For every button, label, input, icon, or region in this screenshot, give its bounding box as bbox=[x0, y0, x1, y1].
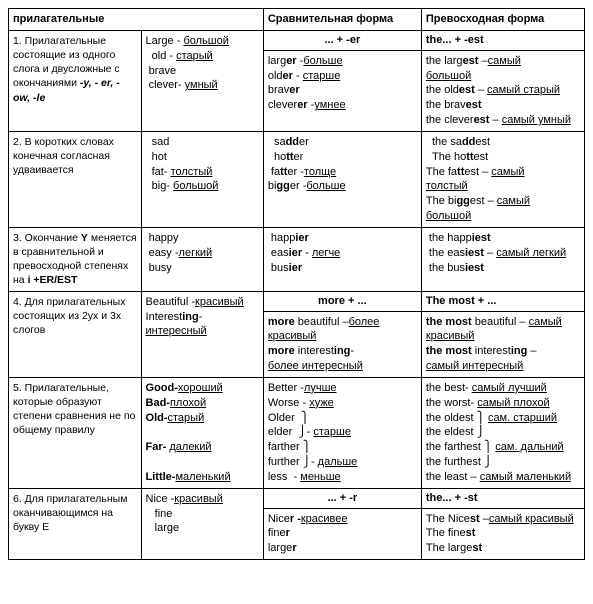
rule-cell: 5. Прилагательные, которые образуют степ… bbox=[9, 377, 142, 488]
table-row: 6. Для прилагательным оканчивающимся на … bbox=[9, 488, 585, 508]
base-cell: Beautiful -красивыйInteresting-интересны… bbox=[141, 291, 263, 377]
table-row: 2. В коротких словах конечная согласная … bbox=[9, 131, 585, 227]
adjectives-table: прилагательные Сравнительная форма Прево… bbox=[8, 8, 585, 560]
header-superlative: Превосходная форма bbox=[421, 9, 584, 31]
sup-cell: the saddest The hottestThe fattest – сам… bbox=[421, 131, 584, 227]
rule-cell: 2. В коротких словах конечная согласная … bbox=[9, 131, 142, 227]
rule-cell: 1. Прилагательные состоящие из одного сл… bbox=[9, 30, 142, 131]
pattern-sup: the... + -est bbox=[421, 30, 584, 50]
base-cell: happy easy -легкий busy bbox=[141, 227, 263, 291]
table-row: 3. Окончание Y меняется в сравнительной … bbox=[9, 227, 585, 291]
comp-cell: more beautiful –болеекрасивыйmore intere… bbox=[263, 311, 421, 377]
base-cell: Nice -красивый fine large bbox=[141, 488, 263, 559]
pattern-comp: ... + -r bbox=[263, 488, 421, 508]
pattern-comp: more + ... bbox=[263, 291, 421, 311]
base-cell: sad hot fat- толстый big- большой bbox=[141, 131, 263, 227]
table-header-row: прилагательные Сравнительная форма Прево… bbox=[9, 9, 585, 31]
header-comparative: Сравнительная форма bbox=[263, 9, 421, 31]
base-cell: Good-хорошийBad-плохойOld-старыйFar- дал… bbox=[141, 377, 263, 488]
header-adjectives: прилагательные bbox=[9, 9, 264, 31]
table-row: 1. Прилагательные состоящие из одного сл… bbox=[9, 30, 585, 50]
sup-cell: the happiest the easiest – самый легкий … bbox=[421, 227, 584, 291]
base-cell: Large - большой old - старый brave cleve… bbox=[141, 30, 263, 131]
pattern-comp: ... + -er bbox=[263, 30, 421, 50]
comp-cell: sadder hotter fatter -толщеbigger -больш… bbox=[263, 131, 421, 227]
rule-cell: 4. Для прилагательных состоящих из 2ух и… bbox=[9, 291, 142, 377]
table-row: 5. Прилагательные, которые образуют степ… bbox=[9, 377, 585, 488]
comp-cell: happier easier - легче busier bbox=[263, 227, 421, 291]
comp-cell: Better -лучшеWorse - хужеOlder ⎫elder ⎭-… bbox=[263, 377, 421, 488]
rule-cell: 6. Для прилагательным оканчивающимся на … bbox=[9, 488, 142, 559]
sup-cell: the largest –самыйбольшойthe oldest – са… bbox=[421, 50, 584, 131]
comp-cell: Nicer -красивееfinerlarger bbox=[263, 508, 421, 560]
comp-cell: larger -большеolder - старшеbraverclever… bbox=[263, 50, 421, 131]
pattern-sup: The most + ... bbox=[421, 291, 584, 311]
sup-cell: the best- самый лучшийthe worst- самый п… bbox=[421, 377, 584, 488]
sup-cell: The Nicest –самый красивыйThe finestThe … bbox=[421, 508, 584, 560]
table-row: 4. Для прилагательных состоящих из 2ух и… bbox=[9, 291, 585, 311]
sup-cell: the most beautiful – самыйкрасивыйthe mo… bbox=[421, 311, 584, 377]
pattern-sup: the... + -st bbox=[421, 488, 584, 508]
rule-cell: 3. Окончание Y меняется в сравнительной … bbox=[9, 227, 142, 291]
